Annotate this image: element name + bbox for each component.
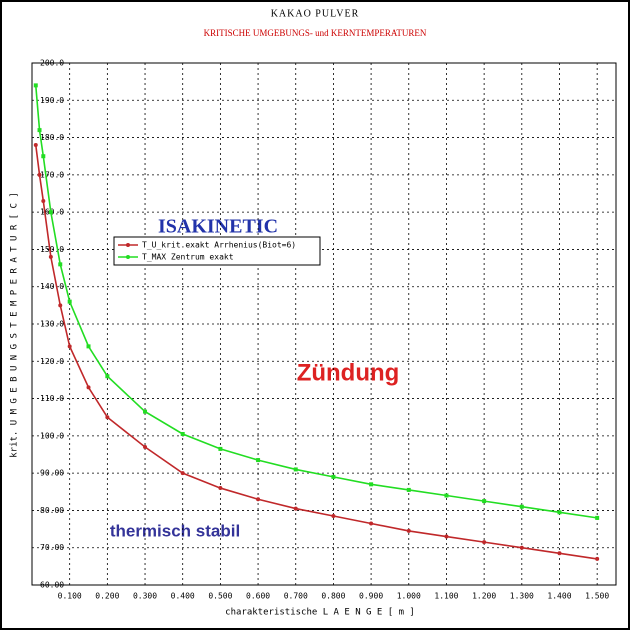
marker xyxy=(143,409,148,414)
x-tick-label: 1.100 xyxy=(434,592,458,601)
marker xyxy=(86,385,91,390)
x-tick-label: 0.500 xyxy=(208,592,232,601)
marker xyxy=(369,482,374,487)
marker xyxy=(369,521,374,526)
marker xyxy=(293,506,298,511)
marker xyxy=(33,83,38,88)
x-tick-label: 0.200 xyxy=(95,592,119,601)
marker xyxy=(41,154,46,159)
line xyxy=(34,85,598,519)
marker xyxy=(41,198,46,203)
x-tick-label: 0.400 xyxy=(171,592,195,601)
marker xyxy=(33,143,38,148)
marker xyxy=(256,497,261,502)
x-tick-label: 0.600 xyxy=(246,592,270,601)
legend-marker xyxy=(126,255,130,259)
legend xyxy=(113,236,321,266)
marker xyxy=(105,415,110,420)
marker xyxy=(180,431,185,436)
legend-label: T_MAX Zentrum exakt xyxy=(142,253,234,262)
marker xyxy=(482,540,487,545)
marker xyxy=(519,504,524,509)
annotation: ISAKINETIC xyxy=(158,216,278,238)
marker xyxy=(482,499,487,504)
marker xyxy=(557,510,562,515)
marker xyxy=(58,303,63,308)
x-tick-label: 0.800 xyxy=(321,592,345,601)
marker xyxy=(218,446,223,451)
x-tick-label: 1.500 xyxy=(585,592,609,601)
marker xyxy=(595,515,600,520)
marker xyxy=(595,556,600,561)
annotation: Zündung xyxy=(297,359,400,386)
marker xyxy=(48,210,53,215)
x-tick-label: 1.200 xyxy=(472,592,496,601)
marker xyxy=(444,534,449,539)
chart-subtitle: KRITISCHE UMGEBUNGS- und KERNTEMPERATURE… xyxy=(204,28,427,38)
x-tick-label: 0.700 xyxy=(284,592,308,601)
x-tick-label: 1.000 xyxy=(397,592,421,601)
x-tick-label: 0.100 xyxy=(58,592,82,601)
marker xyxy=(67,344,72,349)
x-tick-label: 1.300 xyxy=(510,592,534,601)
marker xyxy=(58,262,63,267)
marker xyxy=(293,467,298,472)
legend-label: T_U_krit.exakt Arrhenius(Biot=6) xyxy=(142,241,296,250)
legend-marker xyxy=(126,243,130,247)
marker xyxy=(67,299,72,304)
marker xyxy=(444,493,449,498)
marker xyxy=(37,128,42,133)
x-tick-label: 0.900 xyxy=(359,592,383,601)
marker xyxy=(143,445,148,450)
annotation: thermisch stabil xyxy=(110,521,240,540)
marker xyxy=(331,474,336,479)
x-tick-label: 0.300 xyxy=(133,592,157,601)
line xyxy=(34,144,598,560)
marker xyxy=(48,254,53,259)
marker xyxy=(37,172,42,177)
marker xyxy=(86,344,91,349)
y-axis-label: krit. U M G E B U N G S T E M P E R A T … xyxy=(10,192,20,458)
marker xyxy=(105,374,110,379)
marker xyxy=(256,458,261,463)
x-axis-label: charakteristische L A E N G E [ m ] xyxy=(225,608,415,618)
marker xyxy=(557,551,562,556)
marker xyxy=(519,545,524,550)
marker xyxy=(406,487,411,492)
x-tick-label: 1.400 xyxy=(547,592,571,601)
marker xyxy=(331,514,336,519)
marker xyxy=(180,471,185,476)
chart-title: KAKAO PULVER xyxy=(271,8,360,19)
marker xyxy=(406,528,411,533)
marker xyxy=(218,486,223,491)
